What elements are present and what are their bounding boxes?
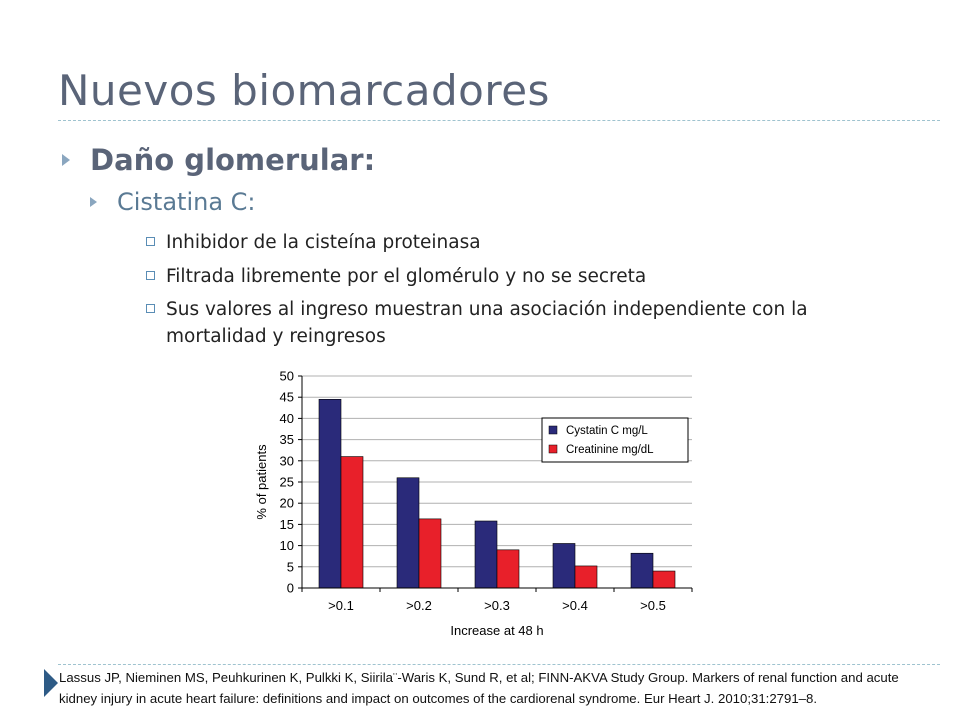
bullet-level2-text: Cistatina C: <box>117 188 256 216</box>
y-tick-label: 5 <box>287 559 294 574</box>
footer-arrow-icon <box>44 669 58 697</box>
x-tick-label: >0.1 <box>328 598 354 613</box>
checkbox-bullet-icon <box>146 237 155 246</box>
y-tick-label: 40 <box>280 411 294 426</box>
y-tick-label: 30 <box>280 453 294 468</box>
bar-cystatin <box>630 552 654 589</box>
y-tick-label: 10 <box>280 538 294 553</box>
bullet-point-3: Sus valores al ingreso muestran una asoc… <box>146 296 866 350</box>
bullet-point-text: Filtrada libremente por el glomérulo y n… <box>166 266 647 287</box>
slide-title: Nuevos biomarcadores <box>58 66 550 115</box>
x-tick-label: >0.3 <box>484 598 510 613</box>
bullet-point-1: Inhibidor de la cisteína proteinasa <box>146 229 866 256</box>
y-tick-label: 20 <box>280 496 294 511</box>
y-tick-label: 25 <box>280 475 294 490</box>
bar-cystatin <box>318 399 342 589</box>
y-tick-label: 45 <box>280 390 294 405</box>
y-tick-label: 15 <box>280 517 294 532</box>
x-tick-label: >0.5 <box>640 598 666 613</box>
y-tick-label: 50 <box>280 369 294 384</box>
bullet-level1-text: Daño glomerular: <box>90 143 376 177</box>
bar-creatinine <box>418 518 442 589</box>
title-divider <box>58 120 940 121</box>
y-tick-label: 0 <box>287 581 294 596</box>
legend-label-creatinine: Creatinine mg/dL <box>566 444 654 456</box>
bar-cystatin <box>552 543 576 589</box>
chart-bars <box>318 399 676 589</box>
bullet-level1: Daño glomerular: <box>62 143 375 177</box>
legend-swatch-cystatin <box>548 425 558 435</box>
x-tick-label: >0.4 <box>562 598 588 613</box>
reference-citation: Lassus JP, Nieminen MS, Peuhkurinen K, P… <box>59 670 899 706</box>
bar-creatinine <box>574 565 598 589</box>
legend-swatch-creatinine <box>548 444 558 454</box>
footer-divider <box>58 664 940 665</box>
checkbox-bullet-icon <box>146 271 155 280</box>
x-axis-label: Increase at 48 h <box>450 623 543 638</box>
bullet-arrow-icon <box>62 154 70 166</box>
checkbox-bullet-icon <box>146 304 155 313</box>
bullet-point-text: Sus valores al ingreso muestran una asoc… <box>166 299 808 347</box>
y-axis-label: % of patients <box>254 444 269 520</box>
bar-creatinine <box>340 456 364 589</box>
x-tick-label: >0.2 <box>406 598 432 613</box>
legend-box <box>541 417 689 463</box>
legend-label-cystatin: Cystatin C mg/L <box>566 425 648 437</box>
bullet-arrow-icon <box>90 197 97 207</box>
bar-cystatin <box>396 477 420 589</box>
y-axis-ticks: 0 5 10 15 20 25 30 35 40 45 50 <box>280 369 302 596</box>
bullet-point-2: Filtrada libremente por el glomérulo y n… <box>146 263 866 290</box>
chart-legend: Cystatin C mg/L Creatinine mg/dL <box>541 417 689 463</box>
chart-grid <box>302 375 692 568</box>
bar-cystatin <box>474 520 498 589</box>
y-tick-label: 35 <box>280 432 294 447</box>
bullet-level2: Cistatina C: <box>90 188 256 216</box>
bar-creatinine <box>496 549 520 589</box>
bar-creatinine <box>652 570 676 589</box>
x-axis-ticks: >0.1 >0.2 >0.3 >0.4 >0.5 <box>301 588 693 613</box>
bullet-point-text: Inhibidor de la cisteína proteinasa <box>166 232 481 253</box>
